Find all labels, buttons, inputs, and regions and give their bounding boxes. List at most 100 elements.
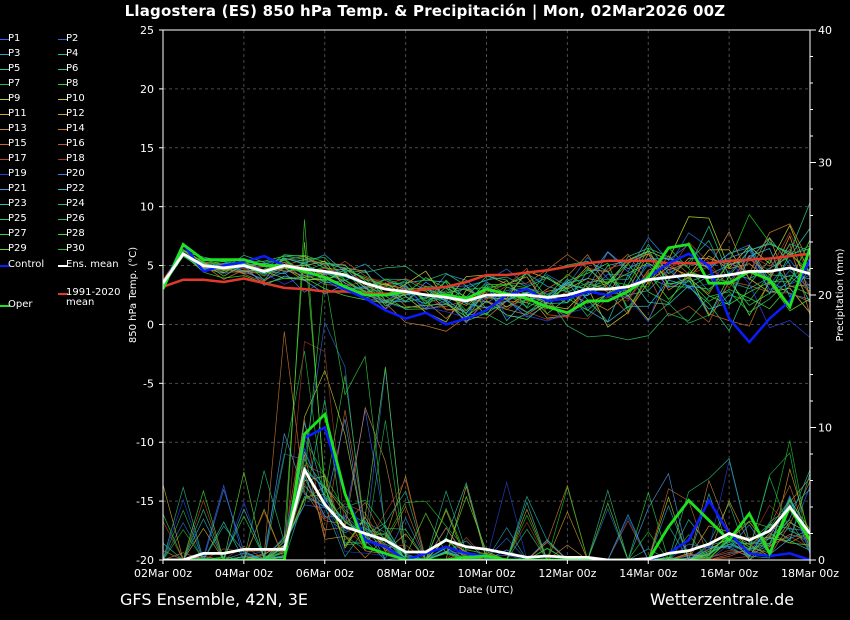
y2-tick-label: 10 bbox=[818, 422, 832, 435]
member-precip-line bbox=[163, 399, 810, 560]
legend-swatch bbox=[58, 69, 68, 70]
legend-label: P13 bbox=[8, 123, 27, 134]
y2-axis-label: Precipitation (mm) bbox=[835, 248, 846, 341]
legend-label: Control bbox=[8, 259, 45, 270]
legend-label: P16 bbox=[66, 138, 85, 149]
main-series bbox=[163, 241, 810, 560]
member-temp-line bbox=[163, 239, 810, 316]
legend-label: P1 bbox=[8, 33, 21, 44]
legend: P1 P2 P3 P4 P5 P6 P7 P8 P9 P10 P11 P12 P13 P14 P15 P16 P… bbox=[0, 32, 130, 322]
member-precip-line bbox=[163, 331, 810, 560]
legend-swatch bbox=[0, 39, 10, 40]
legend-label: P9 bbox=[8, 93, 21, 104]
member-temp-line bbox=[163, 244, 810, 307]
legend-swatch bbox=[0, 159, 10, 160]
legend-swatch bbox=[0, 129, 10, 130]
legend-swatch bbox=[0, 99, 10, 100]
member-temp-line bbox=[163, 255, 810, 341]
oper-precip-line bbox=[163, 411, 810, 560]
ens-mean-temp-line bbox=[163, 251, 810, 303]
member-temp-line bbox=[163, 242, 810, 309]
legend-label: P3 bbox=[8, 48, 21, 59]
legend-swatch bbox=[58, 159, 68, 160]
member-precip-line bbox=[163, 369, 810, 560]
y-axis-label: 850 hPa Temp. (°C) bbox=[128, 247, 139, 343]
legend-swatch bbox=[0, 234, 10, 235]
legend-label: P22 bbox=[66, 183, 85, 194]
control-temp-line bbox=[163, 241, 810, 345]
legend-label: P19 bbox=[8, 168, 27, 179]
member-temp-line bbox=[163, 253, 810, 323]
x-tick-label: 06Mar 00z bbox=[296, 567, 354, 580]
legend-swatch bbox=[0, 69, 10, 70]
legend-swatch bbox=[58, 219, 68, 220]
legend-swatch bbox=[58, 249, 68, 250]
legend-swatch bbox=[0, 174, 10, 175]
x-tick-label: 02Mar 00z bbox=[134, 567, 192, 580]
legend-swatch bbox=[0, 144, 10, 145]
model-label: GFS Ensemble, 42N, 3E bbox=[120, 590, 308, 609]
legend-label: P5 bbox=[8, 63, 21, 74]
legend-label: P29 bbox=[8, 243, 27, 254]
member-precip-line bbox=[163, 241, 810, 560]
y-tick-label: 10 bbox=[140, 201, 154, 214]
member-precip-line bbox=[163, 458, 810, 560]
legend-label: 1991-2020 bbox=[66, 287, 121, 298]
member-precip-line bbox=[163, 438, 810, 560]
legend-label: P2 bbox=[66, 33, 79, 44]
axes: -20 -15 -10 -5 0 5 10 15 20 25 0 10 20 30 40 02Mar 00z 0… bbox=[134, 24, 839, 580]
legend-swatch bbox=[58, 129, 68, 130]
legend-label: P18 bbox=[66, 153, 85, 164]
legend-swatch bbox=[58, 99, 68, 100]
legend-label: P28 bbox=[66, 228, 85, 239]
chart-title: Llagostera (ES) 850 hPa Temp. & Precipit… bbox=[124, 2, 726, 20]
legend-swatch bbox=[58, 39, 68, 40]
legend-swatch bbox=[58, 174, 68, 175]
legend-label: P25 bbox=[8, 213, 27, 224]
x-tick-label: 18Mar 00z bbox=[781, 567, 839, 580]
legend-label: P4 bbox=[66, 48, 79, 59]
member-precip-line bbox=[163, 466, 810, 560]
legend-swatch bbox=[58, 189, 68, 190]
legend-swatch bbox=[58, 84, 68, 85]
x-axis-label: Date (UTC) bbox=[459, 585, 514, 596]
legend-swatch bbox=[58, 54, 68, 55]
legend-label: Oper bbox=[8, 299, 33, 310]
legend-label: mean bbox=[66, 297, 95, 308]
x-tick-label: 04Mar 00z bbox=[215, 567, 273, 580]
y-tick-label: 5 bbox=[147, 260, 154, 273]
legend-swatch bbox=[58, 144, 68, 145]
legend-swatch bbox=[0, 265, 10, 267]
legend-swatch bbox=[0, 189, 10, 190]
legend-swatch bbox=[0, 54, 10, 55]
legend-swatch bbox=[0, 204, 10, 205]
y2-tick-label: 40 bbox=[818, 24, 832, 37]
y-tick-label: -20 bbox=[136, 554, 154, 567]
x-tick-label: 16Mar 00z bbox=[700, 567, 758, 580]
x-tick-label: 12Mar 00z bbox=[538, 567, 596, 580]
member-precip-line bbox=[163, 489, 810, 560]
legend-label: P6 bbox=[66, 63, 79, 74]
y-tick-label: 15 bbox=[140, 142, 154, 155]
legend-label: P27 bbox=[8, 228, 27, 239]
member-precip-line bbox=[163, 418, 810, 560]
member-temp-line bbox=[163, 239, 810, 294]
y-tick-label: 25 bbox=[140, 24, 154, 37]
member-temp-line bbox=[163, 213, 810, 312]
legend-swatch bbox=[0, 249, 10, 250]
ens-mean-precip-line bbox=[163, 466, 810, 560]
y-tick-label: 20 bbox=[140, 83, 154, 96]
legend-label: P12 bbox=[66, 108, 85, 119]
legend-swatch bbox=[0, 305, 10, 307]
legend-label: P15 bbox=[8, 138, 27, 149]
x-tick-label: 14Mar 00z bbox=[619, 567, 677, 580]
y-tick-label: -15 bbox=[136, 495, 154, 508]
legend-label: P20 bbox=[66, 168, 85, 179]
legend-label: P10 bbox=[66, 93, 85, 104]
legend-label: P17 bbox=[8, 153, 27, 164]
legend-label: Ens. mean bbox=[66, 259, 119, 270]
legend-swatch bbox=[58, 114, 68, 115]
legend-label: P24 bbox=[66, 198, 85, 209]
legend-swatch bbox=[0, 114, 10, 115]
